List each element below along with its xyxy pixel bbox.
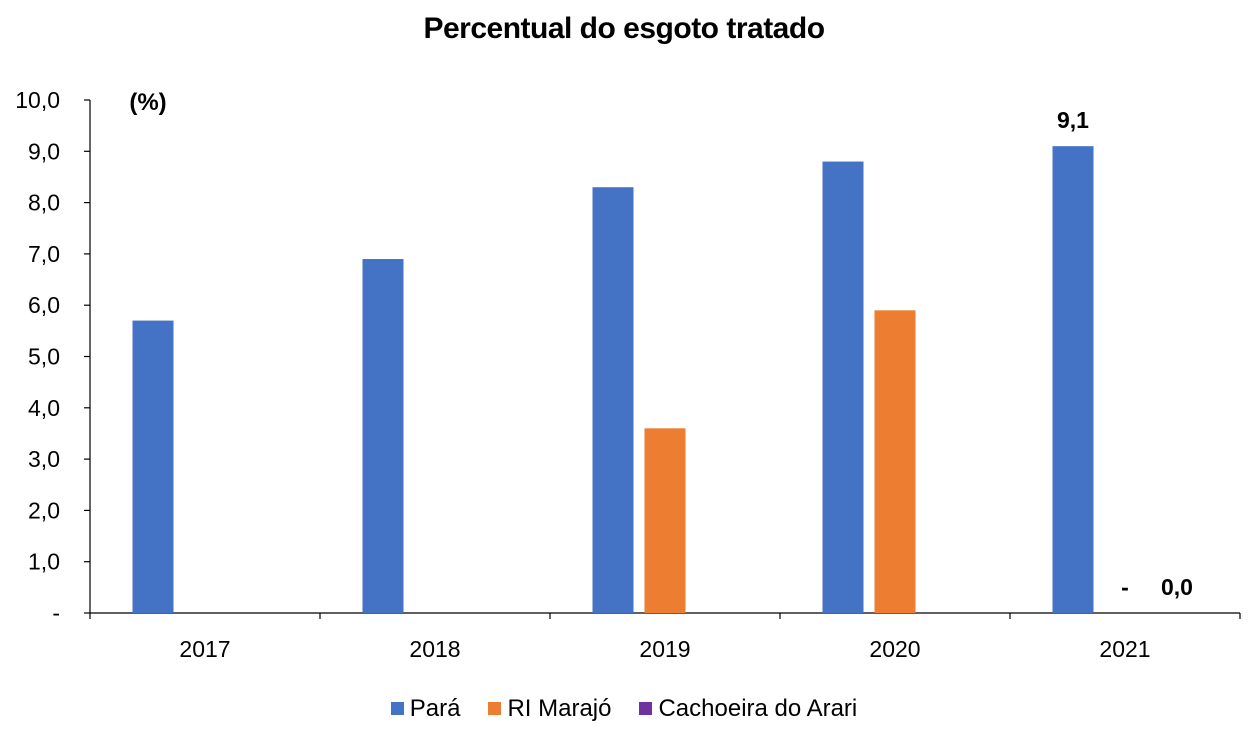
bar (644, 428, 686, 613)
legend: Pará RI Marajó Cachoeira do Arari (0, 695, 1248, 723)
bar (132, 320, 174, 613)
legend-item: Cachoeira do Arari (639, 695, 857, 723)
legend-label: Cachoeira do Arari (658, 695, 858, 722)
x-tick-label: 2021 (1099, 636, 1150, 662)
legend-swatch (488, 702, 502, 715)
y-tick-label: - (52, 600, 60, 626)
x-tick-label: 2020 (869, 636, 920, 662)
unit-label: (%) (129, 89, 166, 116)
bar (1052, 146, 1094, 614)
y-tick-label: 3,0 (28, 446, 60, 472)
y-tick-label: 5,0 (28, 344, 60, 370)
x-tick-label: 2018 (409, 636, 460, 662)
legend-label: RI Marajó (507, 695, 612, 722)
legend-label: Pará (409, 695, 461, 722)
y-tick-label: 8,0 (28, 190, 60, 216)
data-label: - (1121, 574, 1129, 600)
y-tick-label: 4,0 (28, 395, 60, 421)
y-tick-label: 10,0 (15, 87, 60, 113)
y-tick-label: 9,0 (28, 138, 60, 164)
bar (874, 310, 916, 613)
bar (592, 187, 634, 613)
data-label: 0,0 (1161, 574, 1193, 600)
legend-swatch (390, 702, 404, 715)
y-tick-label: 6,0 (28, 292, 60, 318)
legend-item: Pará (390, 695, 461, 723)
bar (362, 259, 404, 613)
y-tick-label: 1,0 (28, 549, 60, 575)
y-tick-label: 2,0 (28, 497, 60, 523)
y-tick-label: 7,0 (28, 241, 60, 267)
legend-item: RI Marajó (488, 695, 611, 723)
x-tick-label: 2019 (639, 636, 690, 662)
legend-swatch (639, 702, 653, 715)
chart-title: Percentual do esgoto tratado (423, 12, 825, 45)
bar (822, 161, 864, 613)
data-label: 9,1 (1057, 107, 1089, 133)
x-tick-label: 2017 (179, 636, 230, 662)
